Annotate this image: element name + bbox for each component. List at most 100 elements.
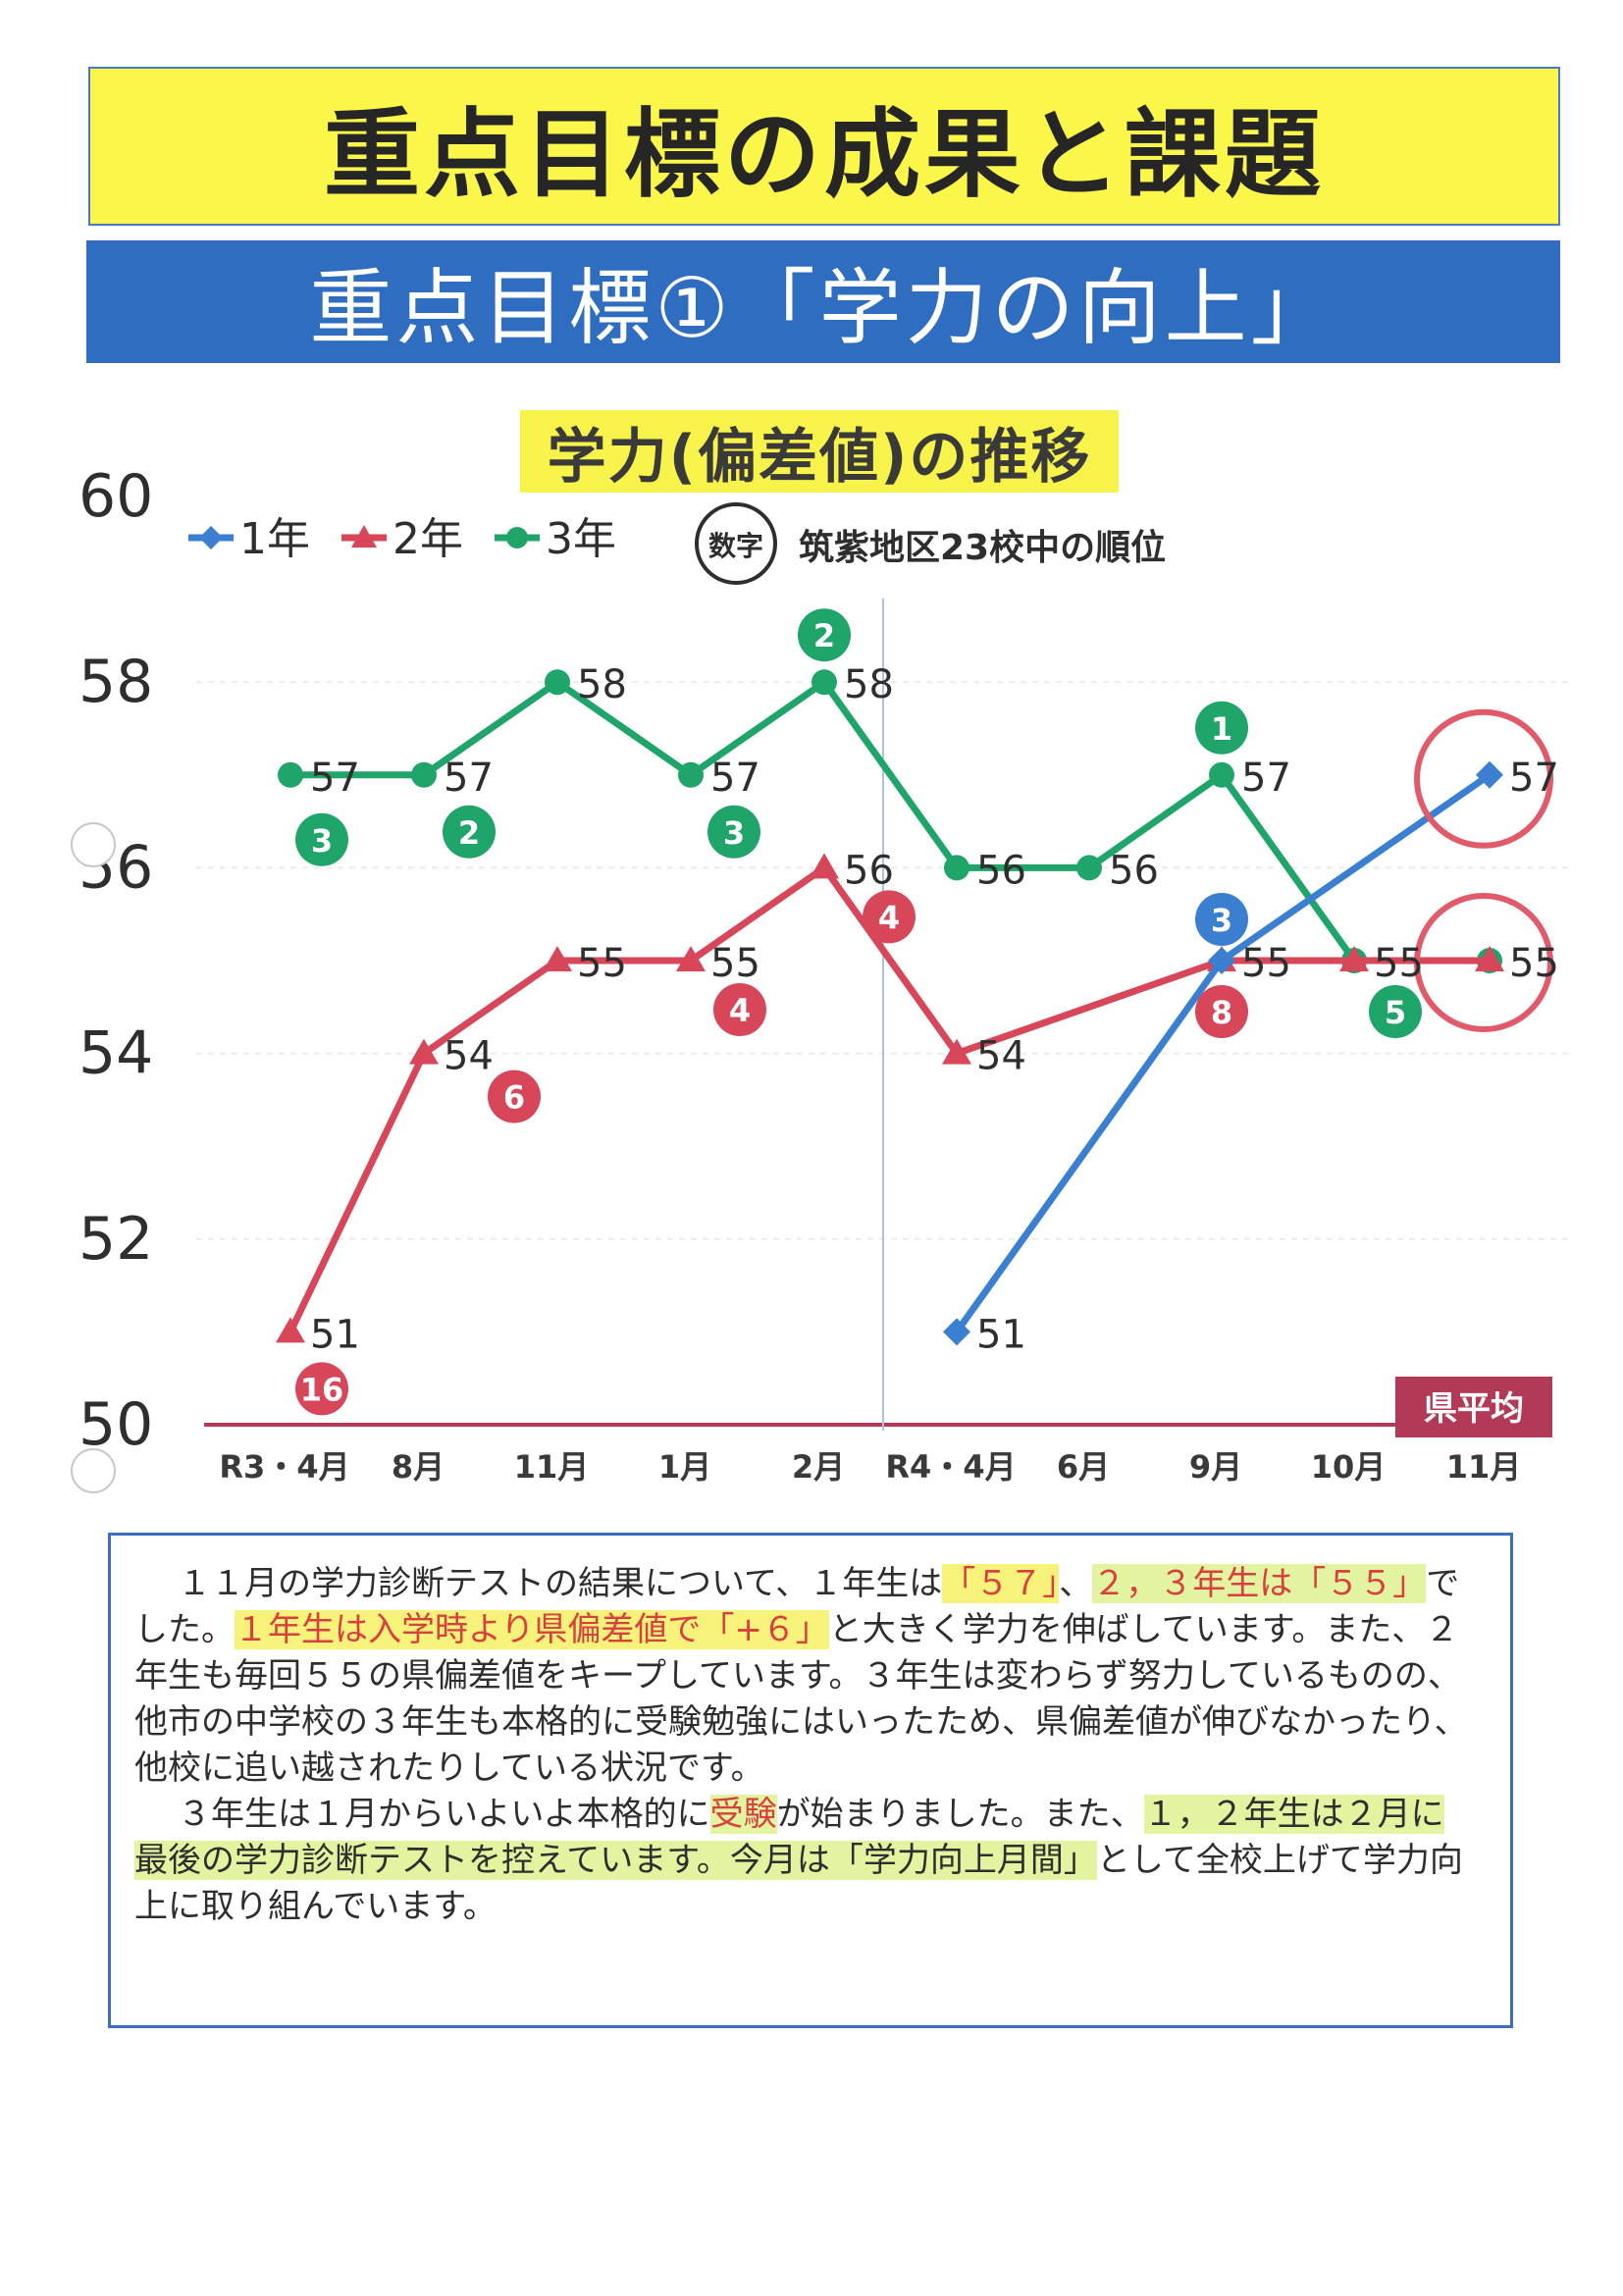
rank-badge-text: 2	[813, 617, 835, 654]
marker-triangle	[810, 853, 839, 879]
data-label: 57	[310, 756, 360, 801]
y-tick-label: 50	[79, 1390, 153, 1459]
marker-triangle	[276, 1317, 305, 1343]
series-line	[290, 678, 1490, 965]
highlight-ring	[1414, 708, 1553, 849]
data-label: 56	[1109, 848, 1159, 893]
marker-circle	[411, 761, 437, 788]
summary-text: でした。	[134, 1564, 1460, 1649]
data-label: 55	[1509, 941, 1559, 986]
rank-badge-text: 3	[1211, 902, 1232, 939]
marker-circle	[545, 669, 570, 696]
marker-triangle	[1475, 946, 1504, 971]
rank-badge-text: 6	[503, 1079, 525, 1117]
rank-badge	[707, 805, 760, 859]
x-tick-label: 8月	[392, 1448, 445, 1486]
data-label: 57	[444, 756, 494, 801]
highlight-growth: １年生は入学時より県偏差値で「+６」	[235, 1610, 829, 1649]
rank-badge-text: 3	[723, 814, 745, 852]
rank-badge	[1195, 701, 1248, 755]
y-tick-label: 54	[79, 1019, 153, 1088]
rank-badge	[1369, 985, 1422, 1038]
rank-badge-text: 5	[1385, 994, 1406, 1031]
x-tick-label: R4・4月	[885, 1448, 1016, 1486]
legend-label: 2年	[393, 514, 463, 564]
y-tick-label: 52	[79, 1205, 153, 1274]
punch-hole	[71, 1448, 116, 1493]
main-title: 重点目標の成果と課題	[88, 67, 1560, 226]
rank-badge-text: 8	[1211, 994, 1232, 1031]
marker-triangle	[543, 946, 572, 971]
summary-box: １１月の学力診断テストの結果について、１年生は「５７」、２，３年生は「５５」でし…	[108, 1533, 1513, 2028]
summary-paragraph-1: １１月の学力診断テストの結果について、１年生は「５７」、２，３年生は「５５」でし…	[134, 1561, 1477, 1792]
highlight-exam: 受験	[709, 1795, 777, 1834]
rank-badge	[798, 608, 851, 662]
rank-badge	[713, 983, 766, 1036]
data-label: 57	[1241, 756, 1291, 801]
data-label: 54	[444, 1034, 494, 1079]
data-label: 57	[1509, 756, 1559, 801]
data-label: 51	[310, 1312, 360, 1357]
legend-marker-triangle	[351, 525, 377, 548]
x-tick-label: 11月	[1446, 1448, 1522, 1486]
highlight-2-3nen-score: ２，３年生は「５５」	[1092, 1564, 1427, 1603]
marker-circle	[944, 855, 969, 881]
rank-badge-text: 4	[878, 899, 900, 936]
marker-circle	[812, 669, 837, 696]
rank-badge-text: 16	[300, 1371, 344, 1408]
marker-triangle	[942, 1038, 971, 1065]
marker-circle	[678, 761, 704, 788]
marker-diamond	[1476, 760, 1503, 789]
rank-badge	[488, 1070, 541, 1123]
data-label: 55	[1374, 941, 1424, 986]
legend-rank-badge-text: 数字	[708, 530, 763, 562]
highlight-ring	[1414, 893, 1553, 1032]
marker-triangle	[1339, 946, 1369, 971]
data-label: 58	[844, 662, 894, 707]
x-tick-label: 10月	[1311, 1448, 1387, 1486]
punch-hole	[71, 822, 116, 867]
summary-text: が始まりました。また、	[776, 1795, 1144, 1834]
summary-text: １１月の学力診断テストの結果について、１年生は	[178, 1564, 943, 1603]
x-tick-label: 1月	[658, 1448, 711, 1486]
data-label: 55	[577, 941, 627, 986]
marker-circle	[1209, 761, 1234, 788]
rank-badge-text: 4	[729, 992, 751, 1029]
rank-badge	[863, 890, 916, 944]
rank-badge	[1195, 985, 1248, 1038]
x-tick-label: R3・4月	[219, 1448, 349, 1486]
summary-text: と大きく学力を伸ばしています。また、２年生も毎回５５の県偏差値をキープしています…	[134, 1610, 1468, 1788]
data-label: 54	[976, 1034, 1026, 1079]
marker-triangle	[676, 946, 706, 971]
data-label: 56	[844, 848, 894, 893]
marker-diamond	[1208, 947, 1235, 974]
rank-badge-text: 1	[1211, 710, 1232, 748]
summary-text: ３年生は１月からいよいよ本格的に	[178, 1795, 710, 1834]
marker-circle	[1076, 855, 1102, 881]
legend-rank-badge	[695, 502, 777, 585]
marker-triangle	[409, 1038, 439, 1065]
x-tick-label: 2月	[792, 1448, 845, 1486]
data-label: 55	[1241, 941, 1291, 986]
y-tick-label: 58	[79, 648, 153, 716]
summary-text: として全校上げて学力向上に取り組んでいます。	[134, 1841, 1463, 1926]
sub-title: 重点目標①「学力の向上」	[86, 240, 1560, 363]
data-label: 56	[976, 848, 1026, 893]
data-label: 51	[976, 1312, 1026, 1357]
rank-badge	[295, 812, 348, 866]
marker-circle	[278, 761, 303, 788]
data-label: 58	[577, 662, 627, 707]
summary-paragraph-2: ３年生は１月からいよいよ本格的に受験が始まりました。また、１，２年生は２月に最後…	[134, 1792, 1477, 1930]
x-tick-label: 9月	[1189, 1448, 1242, 1486]
y-tick-label: 60	[79, 462, 153, 531]
rank-badge	[295, 1362, 348, 1416]
baseline-label-box	[1395, 1377, 1552, 1437]
legend-label: 3年	[546, 514, 616, 564]
data-label: 57	[710, 756, 760, 801]
highlight-1nen-score: 「５７」	[942, 1564, 1060, 1603]
legend-label: 1年	[239, 514, 310, 564]
rank-badge-text: 2	[458, 814, 480, 852]
rank-badge	[443, 805, 496, 859]
x-tick-label: 6月	[1057, 1448, 1110, 1486]
